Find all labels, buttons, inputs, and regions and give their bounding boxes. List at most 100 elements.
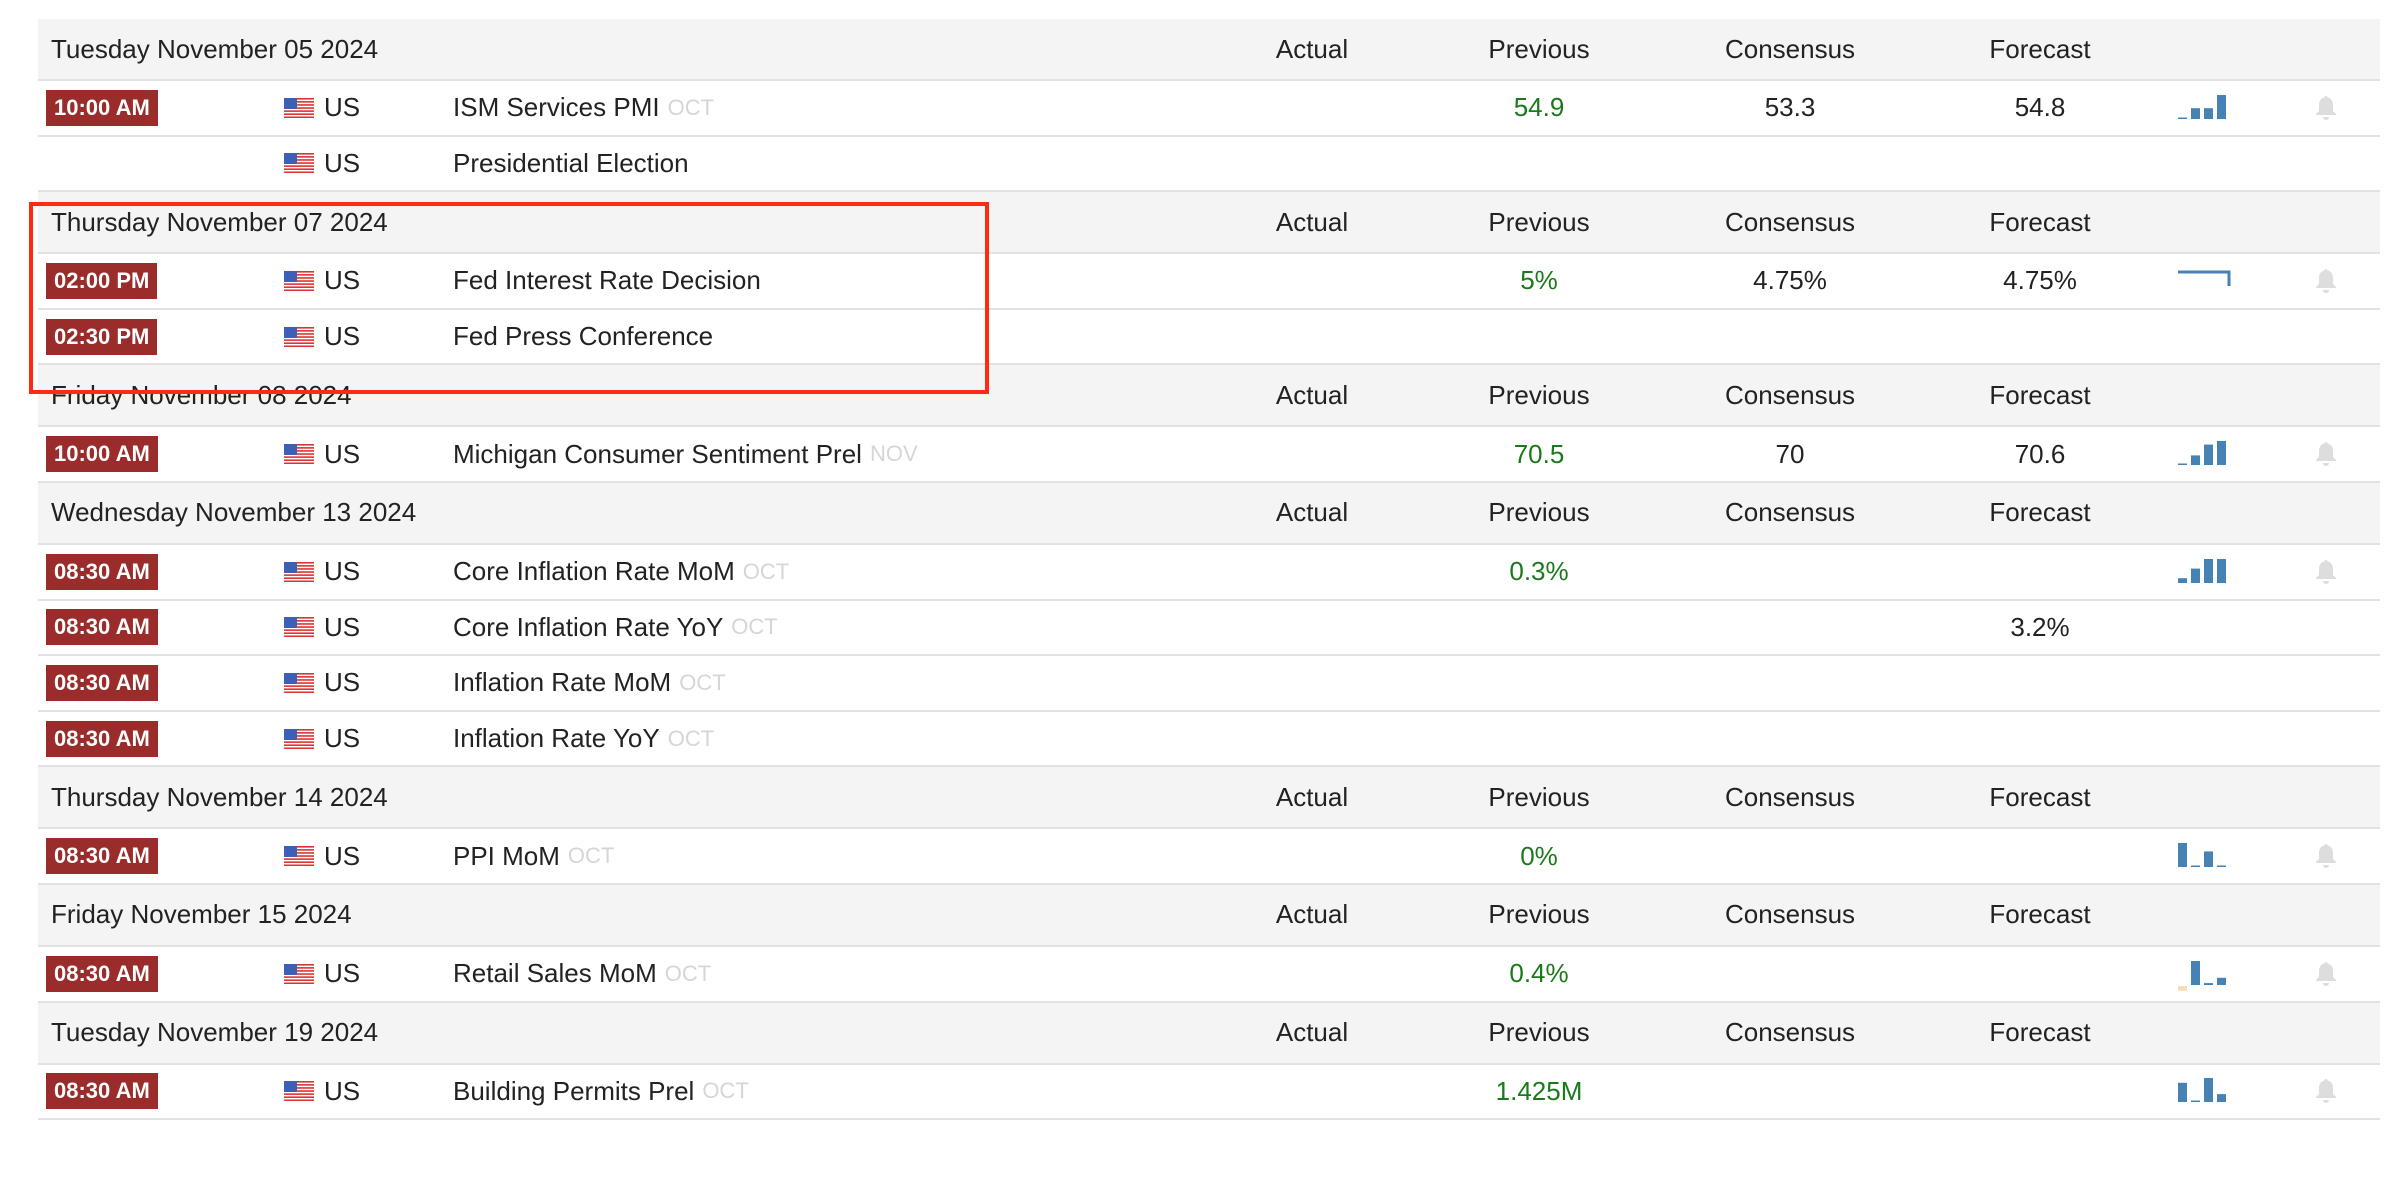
time-badge: 08:30 AM bbox=[46, 838, 158, 875]
us-flag-icon bbox=[284, 1065, 314, 1119]
sparkline-bar bbox=[2178, 463, 2187, 466]
event-link[interactable]: Core Inflation Rate MoM bbox=[453, 556, 735, 587]
event-row[interactable]: 08:30 AM US Retail Sales MoM OCT 0.4% bbox=[38, 946, 2380, 1003]
event-name-cell: Fed Press Conference bbox=[453, 310, 713, 364]
country-code: US bbox=[324, 556, 361, 587]
us-flag-icon bbox=[284, 712, 314, 766]
sparkline-bar bbox=[2178, 985, 2187, 991]
event-row[interactable]: 08:30 AM US PPI MoM OCT 0% bbox=[38, 829, 2380, 885]
column-header-actual: Actual bbox=[1275, 899, 1349, 930]
event-reference-period: OCT bbox=[667, 725, 715, 751]
column-header-actual: Actual bbox=[1275, 379, 1349, 410]
event-link[interactable]: Inflation Rate MoM bbox=[453, 667, 672, 698]
sparkline-bar bbox=[2204, 982, 2213, 985]
sparkline-chart bbox=[2178, 94, 2226, 119]
date-label: Tuesday November 19 2024 bbox=[51, 1017, 379, 1048]
economic-calendar-table: Tuesday November 05 2024 Actual Previous Co… bbox=[38, 19, 2380, 1121]
time-cell: 02:00 PM bbox=[46, 254, 158, 308]
event-row[interactable]: US Presidential Election bbox=[38, 136, 2380, 193]
column-header-forecast: Forecast bbox=[1989, 899, 2091, 930]
date-group-header: Thursday November 14 2024 Actual Previous C… bbox=[38, 767, 2380, 830]
event-row[interactable]: 02:30 PM US Fed Press Conference bbox=[38, 309, 2380, 366]
event-link[interactable]: Retail Sales MoM bbox=[453, 958, 657, 989]
forecast-value: 70.6 bbox=[2014, 438, 2066, 469]
date-label: Friday November 08 2024 bbox=[51, 379, 352, 410]
event-row[interactable]: 08:30 AM US Core Inflation Rate MoM OCT 0.3% bbox=[38, 544, 2380, 601]
event-reference-period: OCT bbox=[567, 843, 615, 869]
event-row[interactable]: 08:30 AM US Building Permits Prel OCT 1.425M bbox=[38, 1064, 2380, 1121]
column-header-forecast: Forecast bbox=[1989, 379, 2091, 410]
column-header-consensus: Consensus bbox=[1724, 497, 1856, 528]
event-reference-period: OCT bbox=[731, 614, 778, 640]
event-reference-period: NOV bbox=[869, 441, 918, 467]
sparkline-chart bbox=[2178, 960, 2226, 991]
bell-icon[interactable] bbox=[2314, 545, 2338, 599]
event-reference-period: OCT bbox=[679, 669, 726, 695]
sparkline-bar bbox=[2204, 444, 2213, 466]
column-header-actual: Actual bbox=[1275, 497, 1349, 528]
date-group-header: Thursday November 07 2024 Actual Previous C… bbox=[38, 192, 2380, 255]
event-row[interactable]: 08:30 AM US Core Inflation Rate YoY OCT 3.2% bbox=[38, 600, 2380, 657]
sparkline-bar bbox=[2204, 558, 2213, 583]
sparkline-cell[interactable] bbox=[2176, 254, 2236, 308]
country-code: US bbox=[324, 438, 361, 469]
sparkline-bar bbox=[2217, 441, 2226, 466]
event-link[interactable]: Presidential Election bbox=[453, 147, 689, 178]
country-code: US bbox=[324, 321, 361, 352]
time-badge: 02:00 PM bbox=[46, 262, 158, 299]
bell-icon[interactable] bbox=[2314, 947, 2338, 1001]
event-link[interactable]: Fed Press Conference bbox=[453, 321, 714, 352]
date-label: Wednesday November 13 2024 bbox=[51, 497, 417, 528]
sparkline-bar bbox=[2191, 960, 2200, 985]
event-link[interactable]: ISM Services PMI bbox=[453, 92, 660, 123]
bell-icon[interactable] bbox=[2314, 829, 2338, 883]
us-flag-icon bbox=[284, 137, 314, 191]
bell-icon[interactable] bbox=[2314, 254, 2338, 308]
event-row[interactable]: 10:00 AM US ISM Services PMI OCT 54.9 53.3 54.… bbox=[38, 81, 2380, 137]
time-badge: 08:30 AM bbox=[46, 609, 158, 646]
country-code: US bbox=[324, 723, 361, 754]
time-cell: 08:30 AM bbox=[46, 545, 158, 599]
country-code: US bbox=[324, 265, 361, 296]
event-row[interactable]: 10:00 AM US Michigan Consumer Sentiment Pr… bbox=[38, 427, 2380, 483]
event-link[interactable]: Michigan Consumer Sentiment Prel bbox=[453, 438, 862, 469]
event-link[interactable]: PPI MoM bbox=[453, 840, 560, 871]
event-link[interactable]: Building Permits Prel bbox=[453, 1075, 695, 1106]
column-header-previous: Previous bbox=[1488, 379, 1590, 410]
us-flag-icon bbox=[284, 81, 314, 135]
column-header-forecast: Forecast bbox=[1989, 781, 2091, 812]
sparkline-cell[interactable] bbox=[2176, 427, 2236, 481]
column-header-forecast: Forecast bbox=[1989, 33, 2091, 64]
bell-icon[interactable] bbox=[2314, 81, 2338, 135]
sparkline-bar bbox=[2191, 107, 2200, 119]
bell-icon[interactable] bbox=[2314, 1065, 2338, 1119]
event-name-cell: Presidential Election bbox=[453, 137, 689, 191]
event-link[interactable]: Fed Interest Rate Decision bbox=[453, 265, 761, 296]
sparkline-cell[interactable] bbox=[2176, 947, 2236, 1001]
event-row[interactable]: 08:30 AM US Inflation Rate YoY OCT bbox=[38, 711, 2380, 768]
date-label: Tuesday November 05 2024 bbox=[51, 33, 379, 64]
time-badge: 02:30 PM bbox=[46, 318, 158, 355]
sparkline-bar bbox=[2204, 851, 2213, 868]
previous-value: 1.425M bbox=[1495, 1075, 1583, 1106]
sparkline-cell[interactable] bbox=[2176, 81, 2236, 135]
time-cell: 10:00 AM bbox=[46, 81, 158, 135]
event-row[interactable]: 02:00 PM US Fed Interest Rate Decision 5% 4.… bbox=[38, 254, 2380, 310]
us-flag-icon bbox=[284, 601, 314, 655]
sparkline-bar bbox=[2217, 865, 2226, 868]
bell-icon[interactable] bbox=[2314, 427, 2338, 481]
event-row[interactable]: 08:30 AM US Inflation Rate MoM OCT bbox=[38, 656, 2380, 712]
sparkline-chart bbox=[2178, 1078, 2226, 1103]
column-header-previous: Previous bbox=[1488, 1017, 1590, 1048]
column-header-forecast: Forecast bbox=[1989, 497, 2091, 528]
sparkline-cell[interactable] bbox=[2176, 1065, 2236, 1119]
event-link[interactable]: Core Inflation Rate YoY bbox=[453, 611, 724, 642]
country-code: US bbox=[324, 958, 361, 989]
column-header-previous: Previous bbox=[1488, 497, 1590, 528]
us-flag-icon bbox=[284, 947, 314, 1001]
sparkline-chart bbox=[2178, 558, 2226, 583]
sparkline-cell[interactable] bbox=[2176, 545, 2236, 599]
sparkline-cell[interactable] bbox=[2176, 829, 2236, 883]
us-flag-icon bbox=[284, 427, 314, 481]
event-link[interactable]: Inflation Rate YoY bbox=[453, 723, 660, 754]
